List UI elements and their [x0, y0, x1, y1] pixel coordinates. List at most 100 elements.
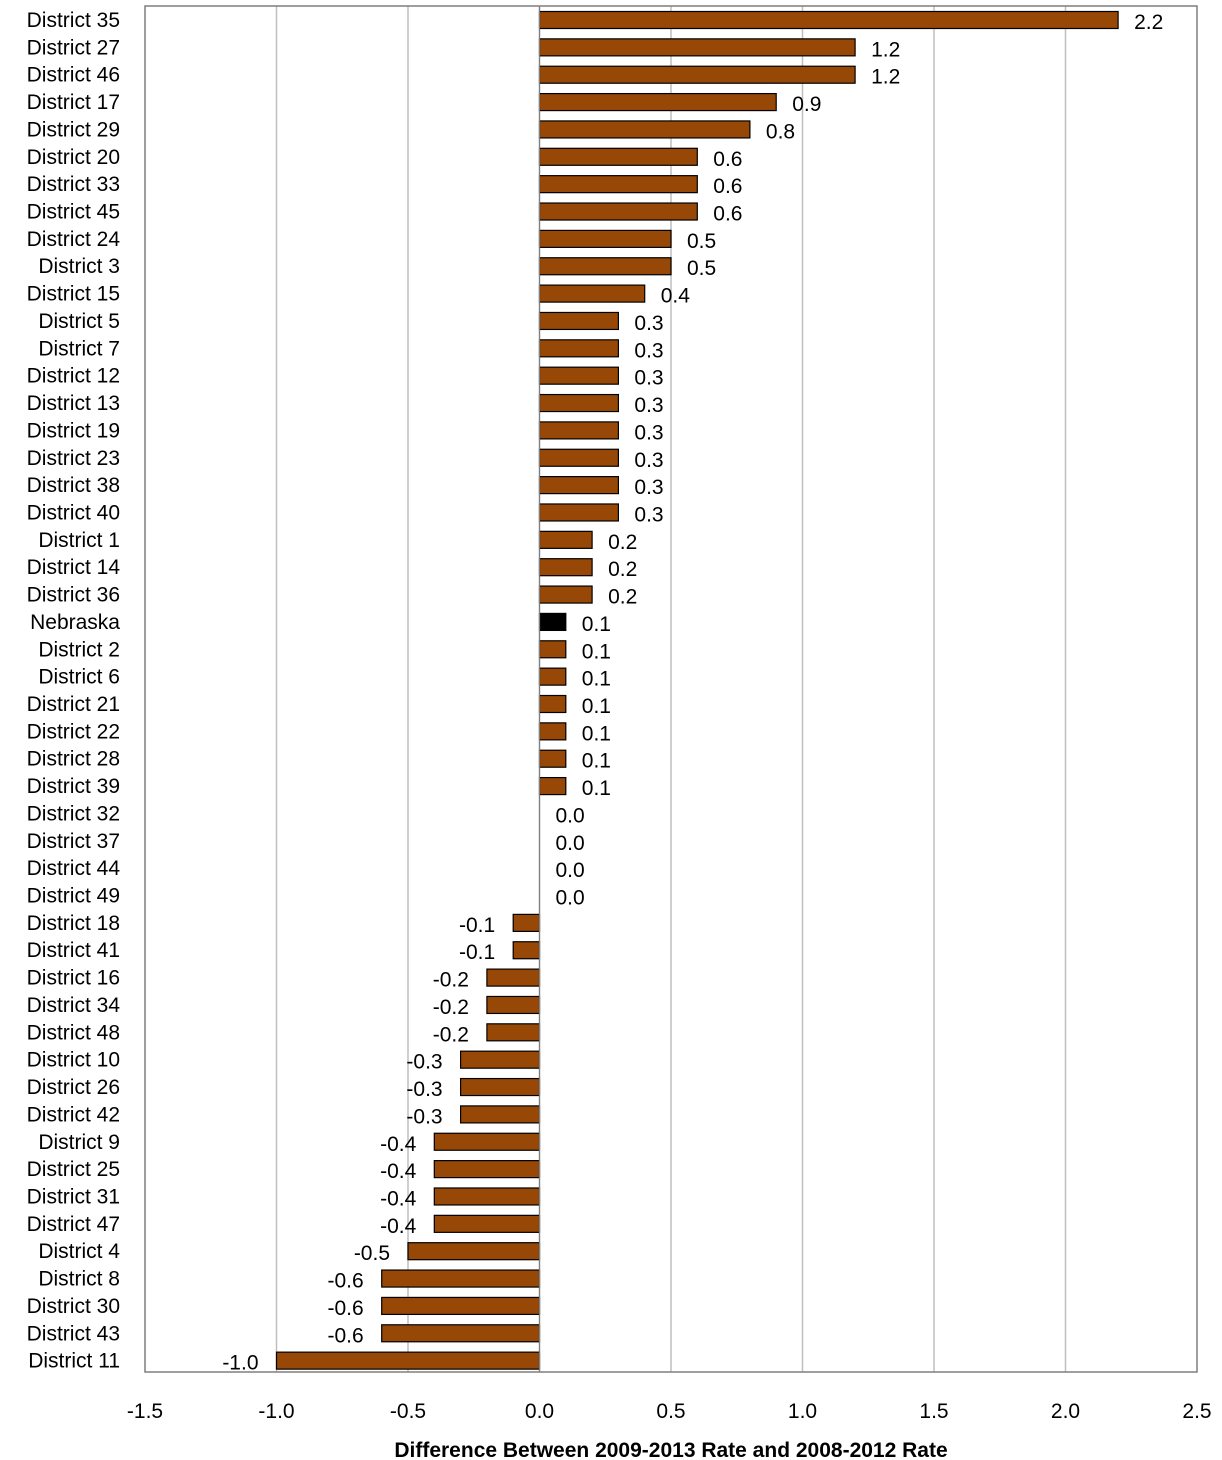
- bar: [538, 421, 620, 440]
- x-tick-label: 0.5: [656, 1400, 685, 1423]
- bar: [538, 612, 567, 632]
- category-label: District 23: [27, 447, 120, 470]
- data-label: -0.2: [433, 969, 469, 992]
- data-label: 1.2: [871, 38, 900, 61]
- data-label: 0.3: [634, 339, 663, 362]
- bar: [381, 1296, 541, 1316]
- bar: [538, 366, 620, 385]
- category-label: District 41: [27, 939, 120, 962]
- data-label: 0.8: [766, 120, 795, 143]
- bar: [538, 393, 620, 413]
- bar: [433, 1160, 541, 1179]
- bar: [433, 1132, 541, 1151]
- category-label: Nebraska: [30, 611, 120, 634]
- data-label: 0.3: [634, 312, 663, 335]
- category-label: District 34: [27, 994, 121, 1017]
- data-label: 0.3: [634, 421, 663, 444]
- data-label: 0.1: [582, 695, 611, 718]
- bar: [486, 995, 541, 1015]
- bar: [538, 558, 593, 577]
- bar: [538, 749, 567, 768]
- bar: [512, 941, 541, 960]
- data-label: 0.1: [582, 640, 611, 663]
- category-label: District 7: [38, 337, 120, 360]
- data-label: -0.3: [406, 1105, 442, 1128]
- category-label: District 26: [27, 1076, 120, 1099]
- category-label: District 14: [27, 556, 121, 579]
- category-label: District 21: [27, 693, 120, 716]
- bar: [538, 530, 593, 549]
- bar: [433, 1187, 541, 1206]
- category-label: District 40: [27, 501, 120, 524]
- bar: [433, 1214, 541, 1233]
- category-label: District 39: [27, 775, 120, 798]
- category-label: District 37: [27, 830, 120, 853]
- bar: [538, 175, 698, 194]
- category-label: District 44: [27, 857, 121, 880]
- bar: [538, 694, 567, 714]
- category-label: District 12: [27, 365, 120, 388]
- category-label: District 27: [27, 36, 120, 59]
- category-label: District 46: [27, 64, 120, 87]
- x-tick-label: -1.0: [258, 1400, 294, 1423]
- data-label: 1.2: [871, 66, 900, 89]
- bar: [538, 92, 777, 112]
- data-label: 0.2: [608, 558, 637, 581]
- x-axis-title: Difference Between 2009-2013 Rate and 20…: [394, 1439, 947, 1460]
- data-label: -0.6: [328, 1324, 364, 1347]
- category-label: District 33: [27, 173, 120, 196]
- bar: [460, 1050, 541, 1069]
- bar: [538, 284, 646, 303]
- data-label: 0.2: [608, 586, 637, 609]
- category-label: District 5: [38, 310, 120, 333]
- bar: [538, 229, 672, 248]
- category-labels: District 35 District 27 District 46 Distric…: [27, 9, 121, 1373]
- bar: [538, 311, 620, 331]
- data-label: 0.6: [713, 148, 742, 171]
- category-label: District 35: [27, 9, 120, 32]
- bar: [538, 257, 672, 276]
- bar: [538, 202, 698, 221]
- category-label: District 36: [27, 584, 120, 607]
- category-label: District 47: [27, 1213, 120, 1236]
- data-label: -0.4: [380, 1187, 417, 1210]
- category-label: District 1: [38, 529, 120, 552]
- data-label: -0.3: [406, 1051, 442, 1074]
- bar: [486, 1023, 541, 1042]
- bar: [381, 1324, 541, 1343]
- data-label: 0.2: [608, 531, 637, 554]
- category-label: District 9: [38, 1131, 120, 1154]
- category-label: District 29: [27, 118, 120, 141]
- data-label: -0.2: [433, 996, 469, 1019]
- bar: [538, 339, 620, 358]
- bars: [275, 6, 1119, 1372]
- category-label: District 48: [27, 1021, 120, 1044]
- x-tick-label: 1.5: [919, 1400, 948, 1423]
- category-label: District 11: [28, 1350, 120, 1373]
- data-label: 0.1: [582, 613, 611, 636]
- category-label: District 8: [38, 1268, 120, 1291]
- data-label: 0.0: [556, 832, 585, 855]
- bar: [538, 667, 567, 686]
- bar: [538, 10, 1119, 30]
- data-label: 0.1: [582, 722, 611, 745]
- data-label: 0.3: [634, 449, 663, 472]
- category-label: District 20: [27, 146, 120, 169]
- category-label: District 25: [27, 1158, 120, 1181]
- category-label: District 43: [27, 1322, 120, 1345]
- data-label: 2.2: [1134, 11, 1163, 34]
- bar: [381, 1269, 541, 1288]
- data-label: 0.6: [713, 175, 742, 198]
- category-label: District 31: [27, 1185, 120, 1208]
- bar: [538, 722, 567, 741]
- x-tick-label: 1.0: [788, 1400, 817, 1423]
- bar: [486, 968, 541, 987]
- x-tick-label: 0.0: [525, 1400, 554, 1423]
- data-label: -0.5: [354, 1242, 390, 1265]
- data-label: 0.5: [687, 230, 716, 253]
- data-label: 0.3: [634, 367, 663, 390]
- data-label: 0.0: [556, 859, 585, 882]
- bar: [512, 913, 541, 932]
